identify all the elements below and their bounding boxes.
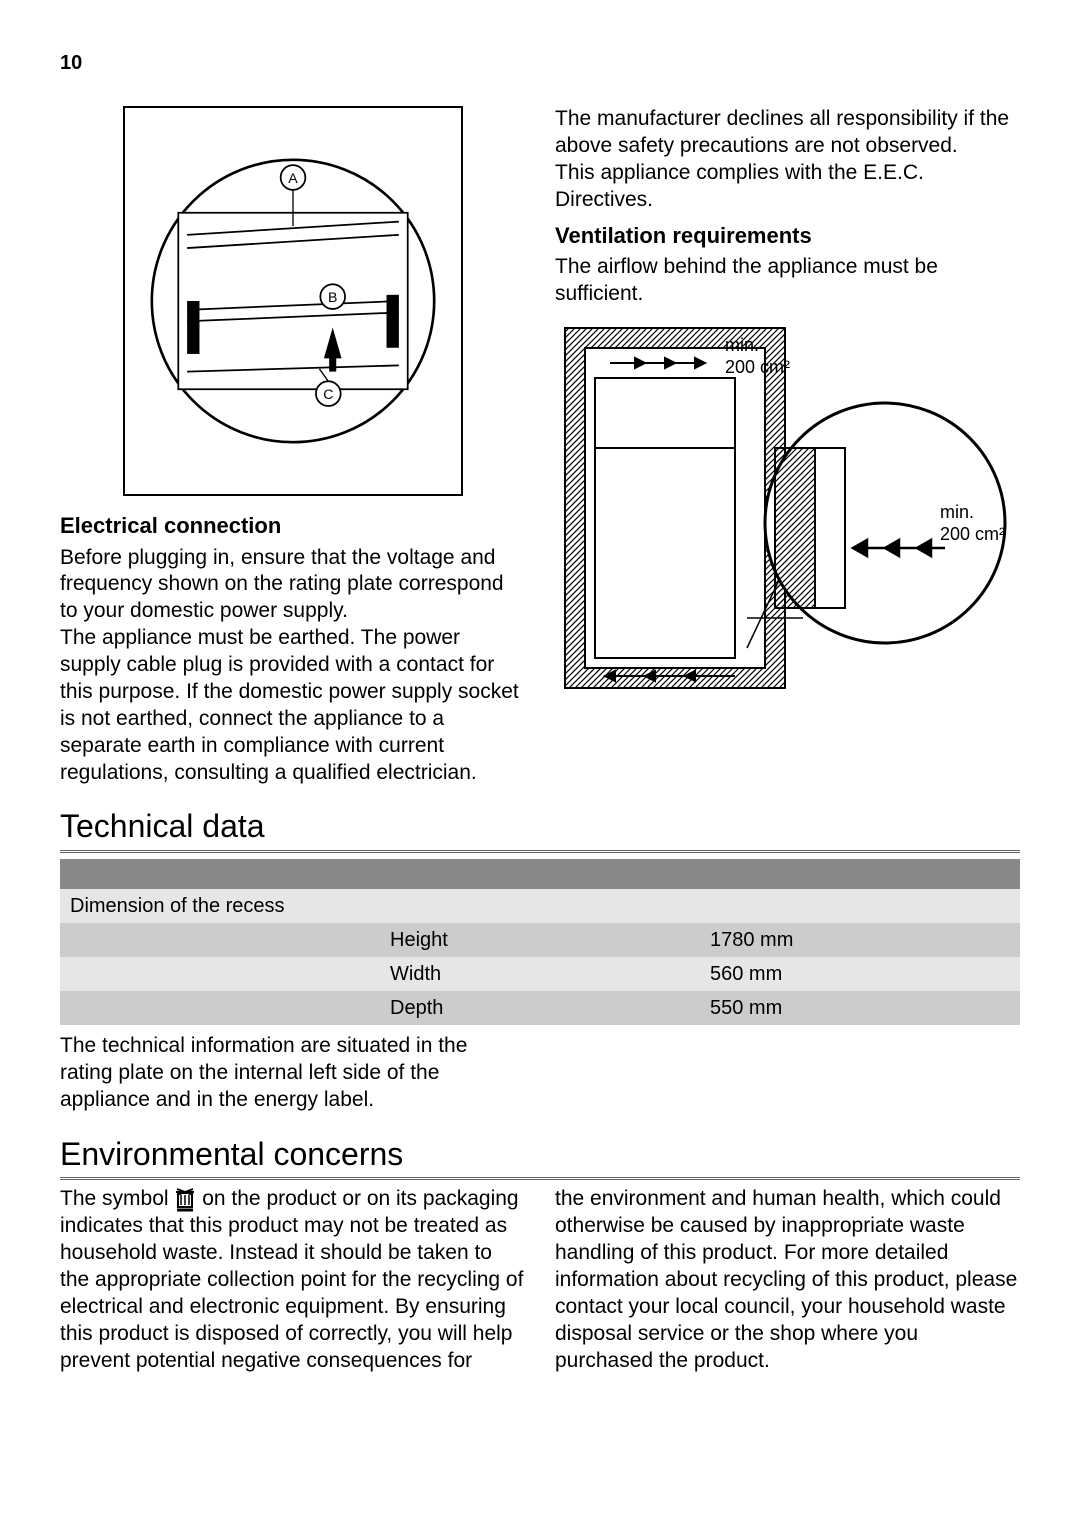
table-header-row	[60, 859, 1020, 889]
table-cell: 1780 mm	[700, 923, 1020, 957]
env-left-para: The symbol on the product or on its pack…	[60, 1186, 525, 1374]
table-cell: 560 mm	[700, 957, 1020, 991]
heading-ventilation: Ventilation requirements	[555, 222, 1020, 251]
table-row: Dimension of the recess	[60, 889, 1020, 923]
right-column: The manufacturer declines all responsibi…	[555, 106, 1020, 786]
technical-data-table: Dimension of the recess Height 1780 mm W…	[60, 859, 1020, 1025]
heading-technical-data: Technical data	[60, 806, 1020, 853]
env-left-suffix: on the product or on its packaging indic…	[60, 1187, 523, 1371]
tech-note: The technical information are situated i…	[60, 1033, 525, 1114]
diagram-label-a: A	[288, 170, 298, 186]
vent-right-label-1: min.	[940, 502, 974, 522]
tech-note-row: The technical information are situated i…	[60, 1033, 1020, 1114]
shelf-diagram-svg: A B C	[143, 126, 443, 476]
env-left-prefix: The symbol	[60, 1187, 174, 1210]
ventilation-diagram: min. 200 cm² min. 200 cm²	[555, 318, 1015, 718]
electrical-para-2: The appliance must be earthed. The power…	[60, 625, 525, 786]
vent-right-label-2: 200 cm²	[940, 524, 1005, 544]
heading-electrical: Electrical connection	[60, 512, 525, 541]
table-cell: Width	[380, 957, 700, 991]
table-cell: 550 mm	[700, 991, 1020, 1025]
manufacturer-text: The manufacturer declines all responsibi…	[555, 106, 1020, 160]
table-cell: Dimension of the recess	[60, 889, 380, 923]
wheelie-bin-icon	[174, 1187, 196, 1213]
vent-top-label-1: min.	[725, 335, 759, 355]
upper-columns: A B C Electrical connection Before plugg…	[60, 106, 1020, 786]
electrical-para-1: Before plugging in, ensure that the volt…	[60, 545, 525, 626]
ventilation-text: The airflow behind the appliance must be…	[555, 254, 1020, 308]
diagram-label-c: C	[323, 386, 333, 402]
table-cell: Height	[380, 923, 700, 957]
shelf-diagram: A B C	[123, 106, 463, 496]
page-number: 10	[60, 50, 1020, 76]
env-columns: The symbol on the product or on its pack…	[60, 1186, 1020, 1374]
eec-text: This appliance complies with the E.E.C. …	[555, 160, 1020, 214]
table-cell: Depth	[380, 991, 700, 1025]
table-row: Height 1780 mm	[60, 923, 1020, 957]
vent-top-label-2: 200 cm²	[725, 357, 790, 377]
heading-environmental: Environmental concerns	[60, 1134, 1020, 1181]
diagram-label-b: B	[327, 289, 336, 305]
left-column: A B C Electrical connection Before plugg…	[60, 106, 525, 786]
table-row: Depth 550 mm	[60, 991, 1020, 1025]
env-right-para: the environment and human health, which …	[555, 1186, 1020, 1374]
table-row: Width 560 mm	[60, 957, 1020, 991]
